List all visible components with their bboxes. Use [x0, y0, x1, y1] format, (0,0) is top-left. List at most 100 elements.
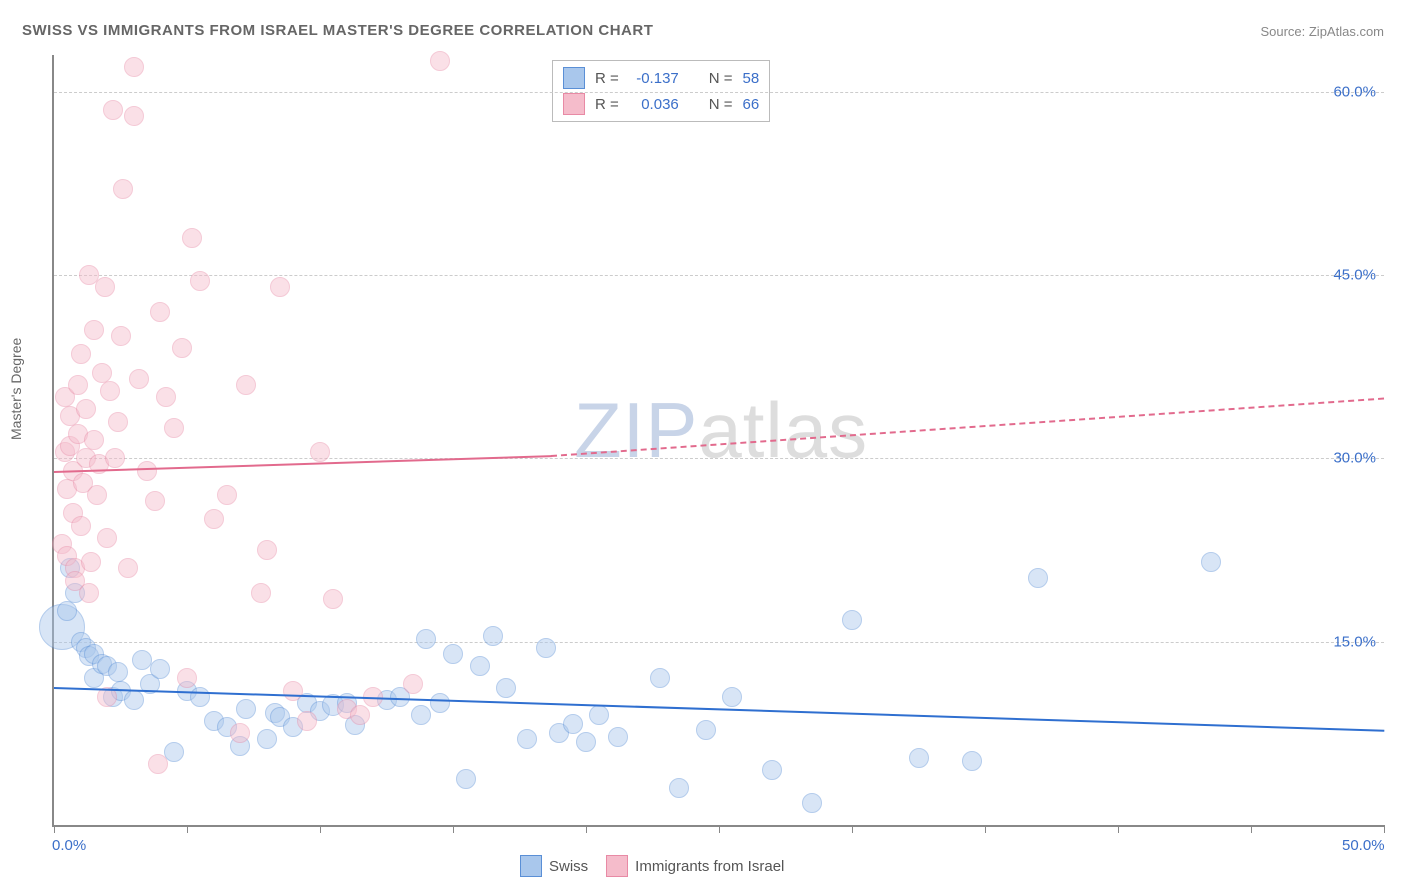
gridline	[54, 92, 1384, 93]
scatter-point	[270, 277, 290, 297]
scatter-point	[456, 769, 476, 789]
scatter-point	[230, 723, 250, 743]
n-label: N =	[709, 96, 733, 113]
scatter-point	[105, 448, 125, 468]
scatter-point	[111, 326, 131, 346]
trend-line	[551, 397, 1384, 456]
scatter-point	[150, 302, 170, 322]
x-tick	[1118, 825, 1119, 833]
scatter-point	[283, 681, 303, 701]
r-label: R =	[595, 96, 619, 113]
scatter-point	[217, 485, 237, 505]
r-value: -0.137	[629, 70, 679, 87]
legend-swatch	[520, 855, 542, 877]
legend-label: Immigrants from Israel	[635, 858, 784, 875]
scatter-point	[430, 51, 450, 71]
scatter-point	[443, 644, 463, 664]
y-axis-label: Master's Degree	[8, 338, 24, 440]
scatter-point	[87, 485, 107, 505]
legend-row: R =-0.137N =58	[563, 65, 759, 91]
scatter-point	[483, 626, 503, 646]
scatter-point	[71, 344, 91, 364]
scatter-point	[100, 381, 120, 401]
x-tick	[1384, 825, 1385, 833]
scatter-point	[103, 100, 123, 120]
x-tick	[1251, 825, 1252, 833]
scatter-point	[608, 727, 628, 747]
watermark: ZIPatlas	[574, 385, 868, 476]
n-value: 58	[743, 70, 760, 87]
x-tick	[719, 825, 720, 833]
y-tick-label: 45.0%	[1333, 267, 1376, 284]
series-legend: Swiss Immigrants from Israel	[520, 855, 784, 877]
scatter-point	[236, 699, 256, 719]
scatter-point	[310, 442, 330, 462]
scatter-point	[164, 418, 184, 438]
scatter-point	[113, 179, 133, 199]
scatter-point	[145, 491, 165, 511]
scatter-point	[132, 650, 152, 670]
scatter-point	[297, 711, 317, 731]
scatter-point	[129, 369, 149, 389]
scatter-point	[669, 778, 689, 798]
scatter-point	[696, 720, 716, 740]
scatter-point	[182, 228, 202, 248]
x-tick	[985, 825, 986, 833]
legend-row: R =0.036N =66	[563, 91, 759, 117]
scatter-point	[496, 678, 516, 698]
scatter-point	[97, 528, 117, 548]
gridline	[54, 275, 1384, 276]
x-tick	[586, 825, 587, 833]
legend-swatch	[563, 67, 585, 89]
legend-item: Swiss	[520, 855, 588, 877]
scatter-point	[124, 106, 144, 126]
scatter-point	[563, 714, 583, 734]
scatter-point	[650, 668, 670, 688]
scatter-point	[842, 610, 862, 630]
scatter-point	[257, 729, 277, 749]
x-tick	[453, 825, 454, 833]
n-label: N =	[709, 70, 733, 87]
scatter-point	[150, 659, 170, 679]
scatter-point	[81, 552, 101, 572]
scatter-point	[190, 271, 210, 291]
x-tick	[54, 825, 55, 833]
scatter-point	[403, 674, 423, 694]
scatter-point	[470, 656, 490, 676]
scatter-point	[124, 690, 144, 710]
y-tick-label: 15.0%	[1333, 633, 1376, 650]
scatter-point	[416, 629, 436, 649]
x-tick	[852, 825, 853, 833]
x-tick-label: 0.0%	[52, 837, 86, 854]
scatter-point	[257, 540, 277, 560]
watermark-zip: ZIP	[574, 386, 698, 474]
legend-item: Immigrants from Israel	[606, 855, 784, 877]
scatter-point	[156, 387, 176, 407]
scatter-point	[350, 705, 370, 725]
scatter-point	[722, 687, 742, 707]
scatter-point	[411, 705, 431, 725]
x-tick	[187, 825, 188, 833]
scatter-point	[124, 57, 144, 77]
scatter-point	[148, 754, 168, 774]
scatter-point	[517, 729, 537, 749]
scatter-point	[79, 583, 99, 603]
scatter-point	[108, 662, 128, 682]
scatter-point	[68, 375, 88, 395]
legend-swatch	[563, 93, 585, 115]
scatter-point	[962, 751, 982, 771]
scatter-point	[95, 277, 115, 297]
plot-area: ZIPatlas R =-0.137N =58R =0.036N =66 15.…	[52, 55, 1384, 827]
legend-label: Swiss	[549, 858, 588, 875]
scatter-point	[84, 430, 104, 450]
scatter-point	[536, 638, 556, 658]
scatter-point	[762, 760, 782, 780]
chart-title: SWISS VS IMMIGRANTS FROM ISRAEL MASTER'S…	[22, 22, 653, 39]
scatter-point	[108, 412, 128, 432]
r-value: 0.036	[629, 96, 679, 113]
scatter-point	[323, 589, 343, 609]
scatter-point	[204, 509, 224, 529]
watermark-atlas: atlas	[698, 386, 868, 474]
scatter-point	[589, 705, 609, 725]
x-tick-label: 50.0%	[1342, 837, 1385, 854]
